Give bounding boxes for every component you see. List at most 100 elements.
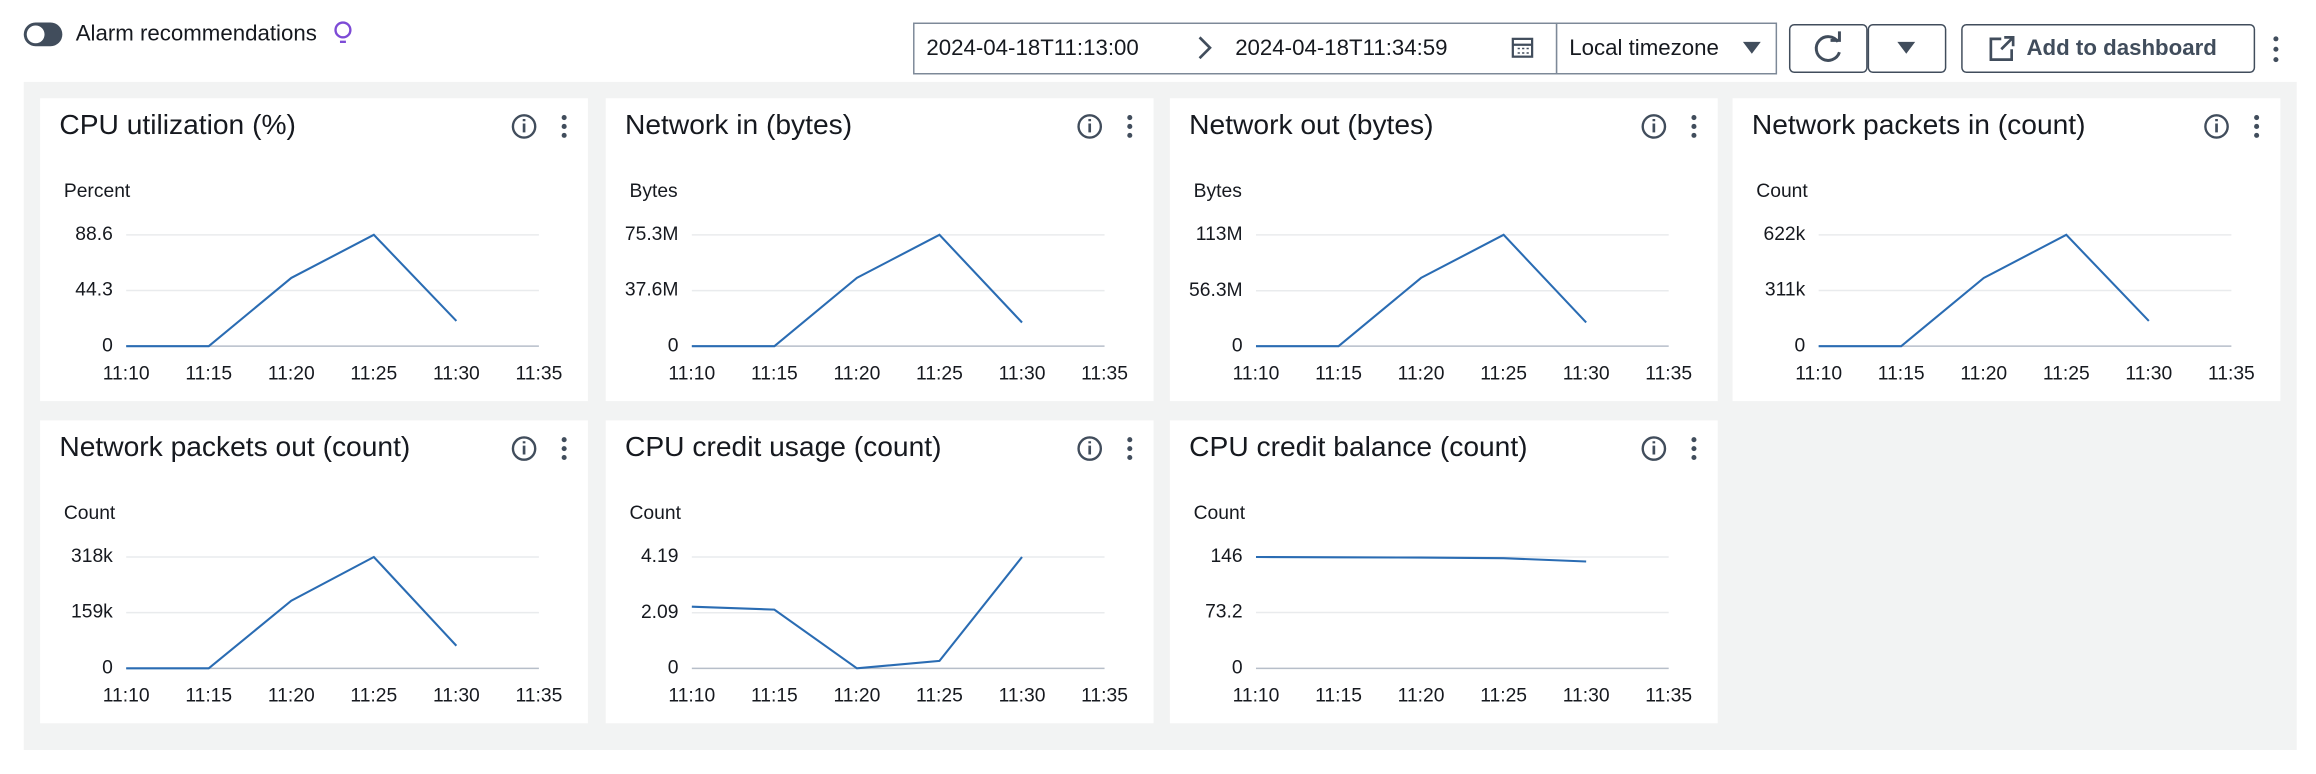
menu-dot xyxy=(1127,132,1133,138)
info-icon[interactable] xyxy=(1077,436,1103,461)
y-tick-label: 0 xyxy=(668,335,679,356)
info-icon[interactable] xyxy=(1077,114,1103,139)
x-tick-label: 11:35 xyxy=(1081,363,1128,384)
info-circle xyxy=(1641,436,1667,461)
widget-panel xyxy=(40,420,588,724)
menu-dot xyxy=(1691,123,1697,129)
widget: CPU utilization (%) Percent 0 44.3 88.6 11:10… xyxy=(40,98,588,402)
widget-menu[interactable] xyxy=(1127,437,1133,461)
y-tick-label: 0 xyxy=(1795,335,1806,356)
x-tick-label: 11:25 xyxy=(350,686,397,707)
y-tick-label: 0 xyxy=(102,335,113,356)
menu-dot xyxy=(1691,446,1697,452)
x-tick-label: 11:25 xyxy=(2043,363,2090,384)
widget-title: CPU utilization (%) xyxy=(59,108,296,140)
info-icon[interactable] xyxy=(511,436,537,461)
menu-dot xyxy=(561,437,567,443)
widget: Network out (bytes) Bytes 0 56.3M 113M 11:10 1… xyxy=(1169,98,1718,402)
x-tick-label: 11:35 xyxy=(516,363,563,384)
widget: Network packets out (count) Count 0 159k 318… xyxy=(40,420,588,724)
x-tick-label: 11:10 xyxy=(668,363,715,384)
menu-dot xyxy=(1691,115,1697,121)
menu-dot xyxy=(1127,446,1133,452)
refresh-button[interactable] xyxy=(1788,24,1868,74)
x-tick-label: 11:25 xyxy=(1480,363,1527,384)
widget-panel xyxy=(605,98,1154,402)
refresh-dropdown[interactable] xyxy=(1867,24,1947,74)
x-tick-label: 11:15 xyxy=(185,686,232,707)
widget-menu[interactable] xyxy=(1127,115,1133,138)
x-tick-label: 11:15 xyxy=(1878,363,1925,384)
widget-menu[interactable] xyxy=(561,115,567,138)
menu-dot xyxy=(1691,454,1697,461)
x-tick-label: 11:10 xyxy=(1233,686,1280,707)
widget: CPU credit balance (count) Count 0 73.2 146 1… xyxy=(1169,420,1718,724)
x-tick-label: 11:15 xyxy=(751,686,798,707)
x-tick-label: 11:10 xyxy=(103,363,150,384)
menu-dot xyxy=(1127,115,1133,121)
y-axis-label: Bytes xyxy=(629,181,677,202)
x-tick-label: 11:30 xyxy=(433,686,480,707)
x-tick-label: 11:35 xyxy=(516,686,563,707)
y-axis-label: Bytes xyxy=(1194,181,1242,202)
x-tick-label: 11:25 xyxy=(350,363,397,384)
menu-dot xyxy=(1691,437,1697,443)
x-tick-label: 11:25 xyxy=(1480,686,1527,707)
widget-menu[interactable] xyxy=(2254,115,2260,138)
widget-panel xyxy=(40,98,588,402)
x-tick-label: 11:20 xyxy=(1960,363,2007,384)
y-tick-label: 0 xyxy=(1232,335,1243,356)
info-icon[interactable] xyxy=(1641,114,1667,139)
x-tick-label: 11:20 xyxy=(834,686,881,707)
x-tick-label: 11:20 xyxy=(1398,686,1445,707)
x-tick-label: 11:20 xyxy=(268,686,315,707)
y-axis-label: Count xyxy=(1756,181,1808,202)
y-tick-label: 4.19 xyxy=(641,546,679,567)
info-circle xyxy=(511,114,537,139)
x-tick-label: 11:30 xyxy=(1563,686,1610,707)
info-icon[interactable] xyxy=(2204,114,2229,139)
widget-panel xyxy=(1169,98,1718,402)
y-tick-label: 318k xyxy=(71,546,113,567)
x-tick-label: 11:30 xyxy=(999,686,1046,707)
y-tick-label: 622k xyxy=(1763,224,1805,245)
bulb-icon xyxy=(334,21,352,44)
widget: Network in (bytes) Bytes 0 37.6M 75.3M 11:10 1… xyxy=(605,98,1154,402)
widget-title: Network packets out (count) xyxy=(59,430,410,462)
widget-panel xyxy=(1169,420,1718,724)
y-axis-label: Count xyxy=(64,503,116,524)
widget-menu[interactable] xyxy=(1691,437,1697,461)
widget-menu[interactable] xyxy=(561,437,567,461)
add-dashboard-button[interactable] xyxy=(1961,24,2256,74)
start-time: 2024-04-18T11:13:00 xyxy=(926,35,1138,60)
info-circle xyxy=(1077,114,1103,139)
more-menu[interactable] xyxy=(2273,36,2279,63)
data-line xyxy=(691,233,1023,348)
widget-menu[interactable] xyxy=(1691,115,1697,138)
toggle-label: Alarm recommendations xyxy=(76,20,317,45)
x-tick-label: 11:30 xyxy=(999,363,1046,384)
widget: Network packets in (count) Count 0 311k 622k… xyxy=(1732,98,2281,402)
y-tick-label: 159k xyxy=(71,602,113,623)
timezone-select[interactable] xyxy=(1555,22,1778,75)
info-icon[interactable] xyxy=(1641,436,1667,461)
y-tick-label: 73.2 xyxy=(1205,602,1243,623)
timezone-label: Local timezone xyxy=(1569,35,1719,60)
data-line xyxy=(126,555,458,670)
x-tick-label: 11:25 xyxy=(916,686,963,707)
y-tick-label: 0 xyxy=(1232,657,1243,678)
date-range-picker[interactable] xyxy=(913,22,1558,75)
info-icon[interactable] xyxy=(511,114,537,139)
x-tick-label: 11:30 xyxy=(2125,363,2172,384)
y-axis-label: Count xyxy=(1194,503,1246,524)
y-tick-label: 0 xyxy=(102,657,113,678)
menu-dot xyxy=(561,123,567,129)
x-tick-label: 11:20 xyxy=(834,363,881,384)
widget-panel xyxy=(605,420,1154,724)
x-tick-label: 11:20 xyxy=(268,363,315,384)
x-tick-label: 11:15 xyxy=(751,363,798,384)
x-tick-label: 11:20 xyxy=(1398,363,1445,384)
x-tick-label: 11:10 xyxy=(103,686,150,707)
y-tick-label: 146 xyxy=(1210,546,1242,567)
toggle[interactable] xyxy=(23,22,63,47)
